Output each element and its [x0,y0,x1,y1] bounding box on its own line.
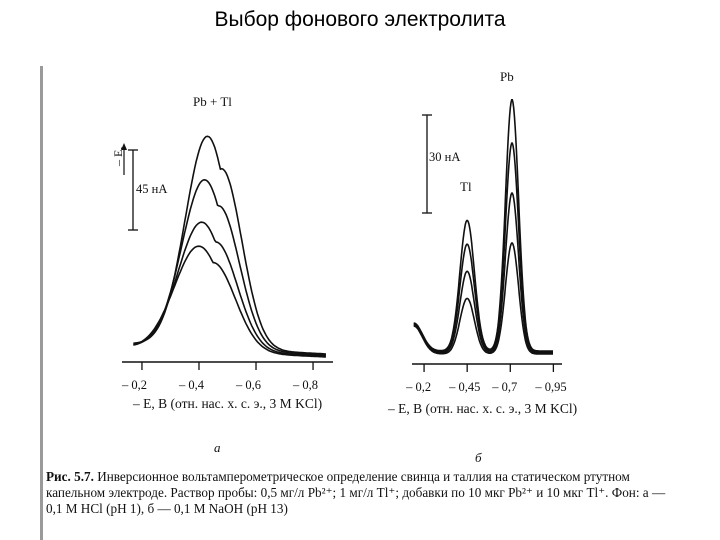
panel-a-tick-label: – 0,8 [292,378,318,392]
panel-b-letter: б [475,450,482,465]
panel-a-tick-label: – 0,2 [121,378,147,392]
panel-b-curve [413,242,553,355]
panel-a-axis-arrow-head [121,143,127,150]
panel-a: – 0,2– 0,4– 0,6– 0,8 45 нА – E, Pb + Tl … [111,94,333,455]
panel-a-axis-arrow-label: – E, [111,147,125,167]
panel-b-curve [413,142,553,353]
panel-b-peak-label-tl: Tl [460,179,472,194]
panel-b-curve [413,99,553,352]
panel-a-curve [133,245,326,358]
panel-b-tick-label: – 0,95 [534,380,566,394]
panel-a-peak-label: Pb + Tl [193,94,232,109]
scanned-figure [40,66,680,540]
panel-b-xlabel: – E, В (отн. нас. х. с. э., 3 М KCl) [387,401,577,416]
panel-b-tick-label: – 0,45 [448,380,480,394]
scan-edge [40,66,43,540]
caption-label: Рис. 5.7. [46,469,94,484]
panel-b-tick-label: – 0,2 [405,380,431,394]
panel-a-curve [133,221,326,357]
slide-title: Выбор фонового электролита [214,8,506,31]
panel-a-tick-label: – 0,4 [178,378,205,392]
panel-a-tick-label: – 0,6 [235,378,261,392]
panel-a-letter: а [214,440,221,455]
panel-b-curve [413,192,553,354]
panel-b: – 0,2 – 0,45 – 0,7 – 0,95 30 нА Tl Pb – E, … [387,69,577,465]
panel-a-curve [133,135,326,355]
panel-b-scale-bar-label: 30 нА [429,150,460,164]
caption-text: Инверсионное вольтамперометрическое опре… [46,469,666,516]
panel-a-scale-bar-label: 45 нА [136,182,167,196]
figure-caption: Рис. 5.7. Инверсионное вольтамперометрич… [46,469,676,517]
panel-a-curve [133,178,326,356]
panel-a-xlabel: – E, В (отн. нас. х. с. э., 3 М KCl) [132,396,322,411]
panel-b-peak-label-pb: Pb [500,69,514,84]
panel-b-tick-label: – 0,7 [491,380,517,394]
